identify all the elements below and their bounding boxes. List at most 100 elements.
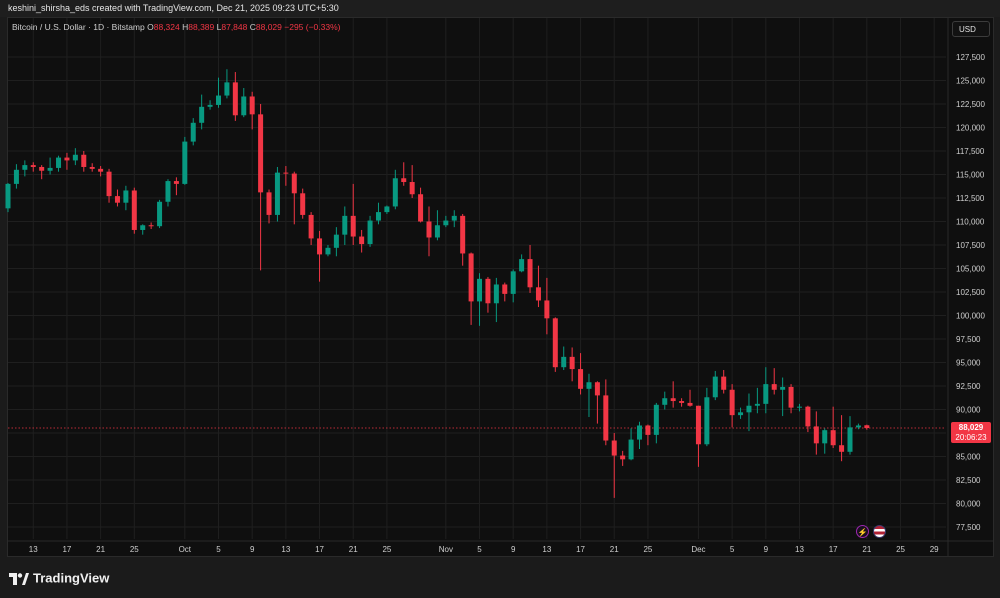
- candle-body[interactable]: [56, 157, 62, 168]
- candle-body[interactable]: [325, 247, 331, 255]
- candle-body[interactable]: [308, 214, 314, 239]
- candle-body[interactable]: [544, 300, 550, 319]
- candle-body[interactable]: [224, 82, 230, 96]
- candle-body[interactable]: [746, 405, 752, 413]
- candle-body[interactable]: [679, 401, 685, 403]
- candle-body[interactable]: [527, 259, 533, 288]
- candle-body[interactable]: [443, 220, 449, 226]
- candle-body[interactable]: [864, 425, 870, 429]
- candle-body[interactable]: [594, 382, 600, 396]
- candle-body[interactable]: [367, 220, 373, 245]
- candle-body[interactable]: [300, 193, 306, 215]
- candle-body[interactable]: [216, 95, 221, 105]
- candle-body[interactable]: [64, 157, 70, 161]
- candle-body[interactable]: [754, 403, 760, 406]
- candle-body[interactable]: [628, 439, 634, 460]
- candle-body[interactable]: [232, 82, 238, 116]
- candle-body[interactable]: [460, 215, 466, 254]
- currency-button[interactable]: USD: [952, 21, 990, 37]
- candle-body[interactable]: [258, 114, 264, 193]
- tradingview-logo[interactable]: TradingView: [9, 570, 109, 586]
- candle-body[interactable]: [266, 192, 272, 215]
- candle-body[interactable]: [468, 253, 474, 302]
- candle-body[interactable]: [670, 398, 676, 402]
- candle-body[interactable]: [22, 165, 28, 170]
- candle-body[interactable]: [771, 384, 777, 390]
- candle-body[interactable]: [695, 405, 701, 445]
- candle-body[interactable]: [418, 194, 424, 222]
- candle-body[interactable]: [359, 236, 365, 245]
- candle-body[interactable]: [855, 425, 861, 428]
- candle-body[interactable]: [274, 172, 280, 215]
- candle-body[interactable]: [190, 122, 196, 142]
- candle-body[interactable]: [780, 386, 786, 390]
- candle-body[interactable]: [39, 166, 45, 171]
- candle-body[interactable]: [603, 395, 609, 441]
- candle-body[interactable]: [384, 206, 390, 213]
- candle-body[interactable]: [822, 430, 828, 444]
- candle-body[interactable]: [788, 386, 794, 408]
- candle-body[interactable]: [569, 356, 575, 370]
- candle-body[interactable]: [401, 178, 407, 183]
- candle-body[interactable]: [451, 215, 457, 221]
- candle-body[interactable]: [830, 430, 836, 446]
- candle-body[interactable]: [586, 382, 592, 389]
- candle-body[interactable]: [712, 376, 718, 398]
- candle-body[interactable]: [653, 404, 659, 435]
- candle-body[interactable]: [30, 165, 36, 167]
- candle-body[interactable]: [148, 225, 154, 227]
- candle-body[interactable]: [704, 397, 710, 445]
- candle-body[interactable]: [98, 168, 104, 172]
- candle-body[interactable]: [721, 376, 727, 390]
- candle-body[interactable]: [199, 106, 205, 123]
- candle-body[interactable]: [350, 215, 356, 237]
- candle-body[interactable]: [157, 201, 163, 227]
- candle-body[interactable]: [502, 284, 508, 294]
- candle-body[interactable]: [637, 425, 642, 440]
- symbol-name[interactable]: Bitcoin / U.S. Dollar · 1D · Bitstamp: [12, 22, 145, 32]
- candle-body[interactable]: [477, 278, 483, 302]
- candle-body[interactable]: [123, 190, 129, 203]
- candle-body[interactable]: [687, 402, 693, 406]
- lightning-icon[interactable]: ⚡: [856, 525, 869, 538]
- candle-body[interactable]: [552, 318, 558, 368]
- candle-body[interactable]: [409, 182, 415, 195]
- candle-body[interactable]: [535, 287, 541, 301]
- candle-body[interactable]: [182, 141, 188, 184]
- candle-body[interactable]: [392, 178, 398, 207]
- candle-body[interactable]: [207, 104, 213, 107]
- chart-panel[interactable]: [7, 17, 994, 557]
- candle-body[interactable]: [847, 427, 853, 452]
- us-flag-icon[interactable]: [873, 525, 886, 538]
- candle-body[interactable]: [729, 389, 735, 416]
- candle-body[interactable]: [47, 167, 53, 171]
- candle-body[interactable]: [5, 183, 11, 209]
- candle-body[interactable]: [13, 169, 19, 184]
- candle-body[interactable]: [519, 259, 525, 272]
- candle-body[interactable]: [620, 455, 626, 460]
- candle-body[interactable]: [813, 426, 819, 444]
- candle-body[interactable]: [72, 154, 78, 161]
- candle-body[interactable]: [426, 221, 432, 238]
- candle-body[interactable]: [173, 181, 179, 184]
- candle-body[interactable]: [839, 445, 845, 452]
- candle-body[interactable]: [114, 196, 120, 203]
- candle-body[interactable]: [561, 356, 567, 368]
- candle-body[interactable]: [249, 96, 255, 115]
- candle-body[interactable]: [333, 234, 339, 248]
- candle-body[interactable]: [763, 384, 769, 404]
- candle-body[interactable]: [662, 398, 668, 405]
- candle-body[interactable]: [283, 172, 289, 174]
- candle-body[interactable]: [805, 406, 811, 427]
- candle-body[interactable]: [81, 154, 87, 167]
- candle-body[interactable]: [485, 278, 491, 304]
- candle-body[interactable]: [738, 412, 744, 416]
- candle-body[interactable]: [611, 440, 617, 456]
- candle-body[interactable]: [140, 225, 146, 230]
- candle-body[interactable]: [165, 181, 171, 202]
- candle-body[interactable]: [796, 406, 802, 408]
- candle-body[interactable]: [317, 238, 323, 255]
- candle-body[interactable]: [291, 173, 297, 194]
- candle-body[interactable]: [493, 284, 499, 304]
